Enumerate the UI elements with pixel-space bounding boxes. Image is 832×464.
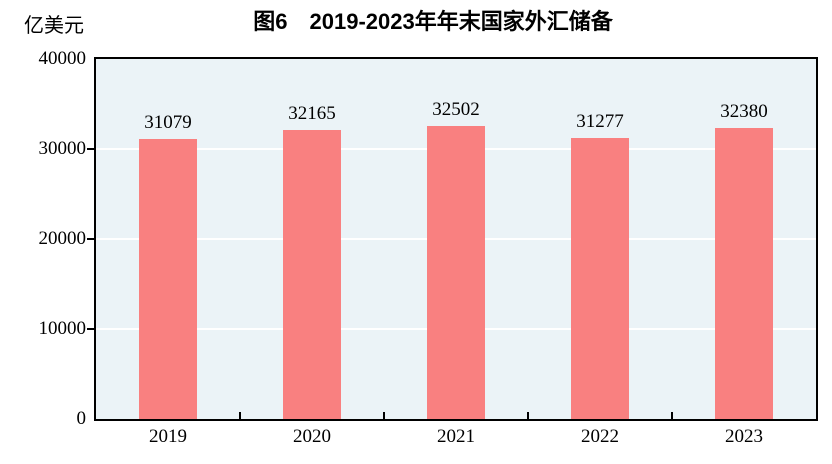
x-tick-label-2023: 2023 bbox=[725, 426, 763, 447]
bar-2022 bbox=[571, 137, 629, 419]
x-axis-boundary-tick bbox=[383, 412, 385, 419]
y-tick-mark-10000 bbox=[87, 328, 95, 330]
y-tick-label-20000: 20000 bbox=[38, 228, 87, 249]
bar-value-label-2020: 32165 bbox=[288, 102, 336, 124]
bar-2019 bbox=[139, 139, 197, 419]
bar-value-label-2019: 31079 bbox=[144, 112, 192, 134]
x-tick-label-2020: 2020 bbox=[293, 426, 331, 447]
bar-2023 bbox=[715, 127, 773, 419]
plot-area: 31079 32165 32502 31277 32380 bbox=[94, 57, 818, 421]
y-tick-label-10000: 10000 bbox=[38, 318, 87, 339]
y-axis-unit-label: 亿美元 bbox=[24, 15, 84, 37]
x-tick-label-2019: 2019 bbox=[149, 426, 187, 447]
bar-value-label-2023: 32380 bbox=[720, 100, 768, 122]
bar-value-label-2022: 31277 bbox=[576, 110, 624, 132]
bar-2021 bbox=[427, 126, 485, 419]
x-axis-boundary-tick bbox=[239, 412, 241, 419]
y-tick-mark-20000 bbox=[87, 238, 95, 240]
x-tick-label-2022: 2022 bbox=[581, 426, 619, 447]
y-tick-label-30000: 30000 bbox=[38, 138, 87, 159]
y-tick-mark-30000 bbox=[87, 148, 95, 150]
bar-value-label-2021: 32502 bbox=[432, 99, 480, 121]
y-tick-label-0: 0 bbox=[76, 408, 87, 429]
x-axis-boundary-tick bbox=[527, 412, 529, 419]
x-axis-boundary-tick bbox=[671, 412, 673, 419]
y-tick-label-40000: 40000 bbox=[38, 48, 87, 69]
chart-title: 图6 2019-2023年年末国家外汇储备 bbox=[253, 9, 613, 34]
x-tick-label-2021: 2021 bbox=[437, 426, 475, 447]
bar-2020 bbox=[283, 129, 341, 419]
